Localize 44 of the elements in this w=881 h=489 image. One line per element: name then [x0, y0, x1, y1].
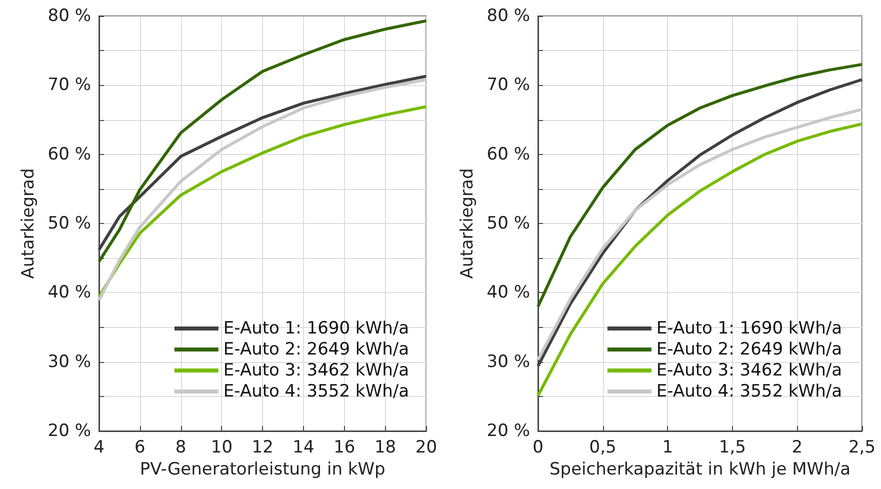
x-tick-label: 1,5	[718, 438, 746, 458]
x-tick-label: 0,5	[589, 438, 616, 458]
legend-label: E-Auto 4: 3552 kWh/a	[656, 382, 842, 402]
line-series	[536, 122, 864, 398]
y-tick-label: 20 %	[48, 421, 91, 441]
line-series	[536, 62, 864, 308]
y-axis-title: Autarkiegrad	[18, 168, 38, 279]
legend-label: E-Auto 2: 2649 kWh/a	[656, 340, 842, 360]
y-tick-label: 70 %	[48, 75, 91, 96]
x-tick-label: 2,5	[848, 438, 876, 458]
y-tick-label: 40 %	[486, 282, 530, 303]
x-tick-label: 16	[334, 438, 356, 458]
y-tick-label: 50 %	[486, 214, 530, 234]
x-tick-label: 12	[252, 438, 274, 458]
legend-label: E-Auto 3: 3462 kWh/a	[656, 360, 842, 380]
legend-label: E-Auto 1: 1690 kWh/a	[656, 318, 842, 338]
legend-label: E-Auto 1: 1690 kWh/a	[223, 318, 410, 338]
y-tick-label: 80 %	[48, 6, 91, 26]
x-tick-label: 14	[292, 438, 314, 458]
x-tick-label: 18	[374, 438, 396, 458]
y-tick-label: 40 %	[48, 282, 91, 303]
x-tick-label: 0	[532, 438, 544, 458]
line-series	[98, 19, 428, 264]
x-tick-label: 6	[134, 438, 146, 458]
x-tick-label: 20	[415, 438, 438, 458]
y-tick-label: 30 %	[486, 352, 530, 372]
y-tick-label: 60 %	[486, 144, 530, 164]
x-tick-label: 1	[662, 438, 674, 458]
y-tick-label: 60 %	[48, 144, 91, 164]
y-axis-title: Autarkiegrad	[457, 168, 478, 279]
x-axis-title: Speicherkapazität in kWh je MWh/a	[549, 460, 851, 480]
legend-label: E-Auto 4: 3552 kWh/a	[223, 382, 410, 402]
legend-label: E-Auto 2: 2649 kWh/a	[223, 340, 410, 360]
y-tick-label: 50 %	[48, 214, 91, 234]
y-tick-label: 70 %	[486, 75, 530, 96]
legend-label: E-Auto 3: 3462 kWh/a	[223, 360, 410, 380]
x-tick-label: 10	[210, 438, 233, 458]
x-tick-label: 2	[792, 438, 803, 458]
x-axis-title: PV-Generatorleistung in kWp	[140, 460, 386, 480]
x-tick-label: 8	[175, 438, 186, 458]
y-tick-label: 30 %	[48, 352, 91, 372]
x-tick-label: 4	[94, 438, 104, 458]
y-tick-label: 80 %	[486, 6, 530, 26]
y-tick-label: 20 %	[486, 421, 530, 441]
